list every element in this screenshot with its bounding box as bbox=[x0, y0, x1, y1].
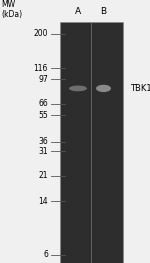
Text: B: B bbox=[100, 7, 106, 16]
Text: 36: 36 bbox=[38, 137, 48, 146]
Text: TBK1: TBK1 bbox=[130, 84, 150, 93]
Bar bbox=[60, 22, 123, 263]
Text: 21: 21 bbox=[39, 171, 48, 180]
Text: 14: 14 bbox=[38, 197, 48, 206]
Text: 97: 97 bbox=[38, 75, 48, 84]
Text: A: A bbox=[75, 7, 81, 16]
Ellipse shape bbox=[69, 85, 87, 91]
Text: 31: 31 bbox=[38, 147, 48, 156]
Text: 55: 55 bbox=[38, 110, 48, 120]
Text: 66: 66 bbox=[38, 99, 48, 108]
Ellipse shape bbox=[96, 85, 111, 92]
Text: 116: 116 bbox=[34, 64, 48, 73]
Text: 6: 6 bbox=[43, 250, 48, 259]
Text: 200: 200 bbox=[33, 29, 48, 38]
Text: MW
(kDa): MW (kDa) bbox=[2, 0, 23, 19]
